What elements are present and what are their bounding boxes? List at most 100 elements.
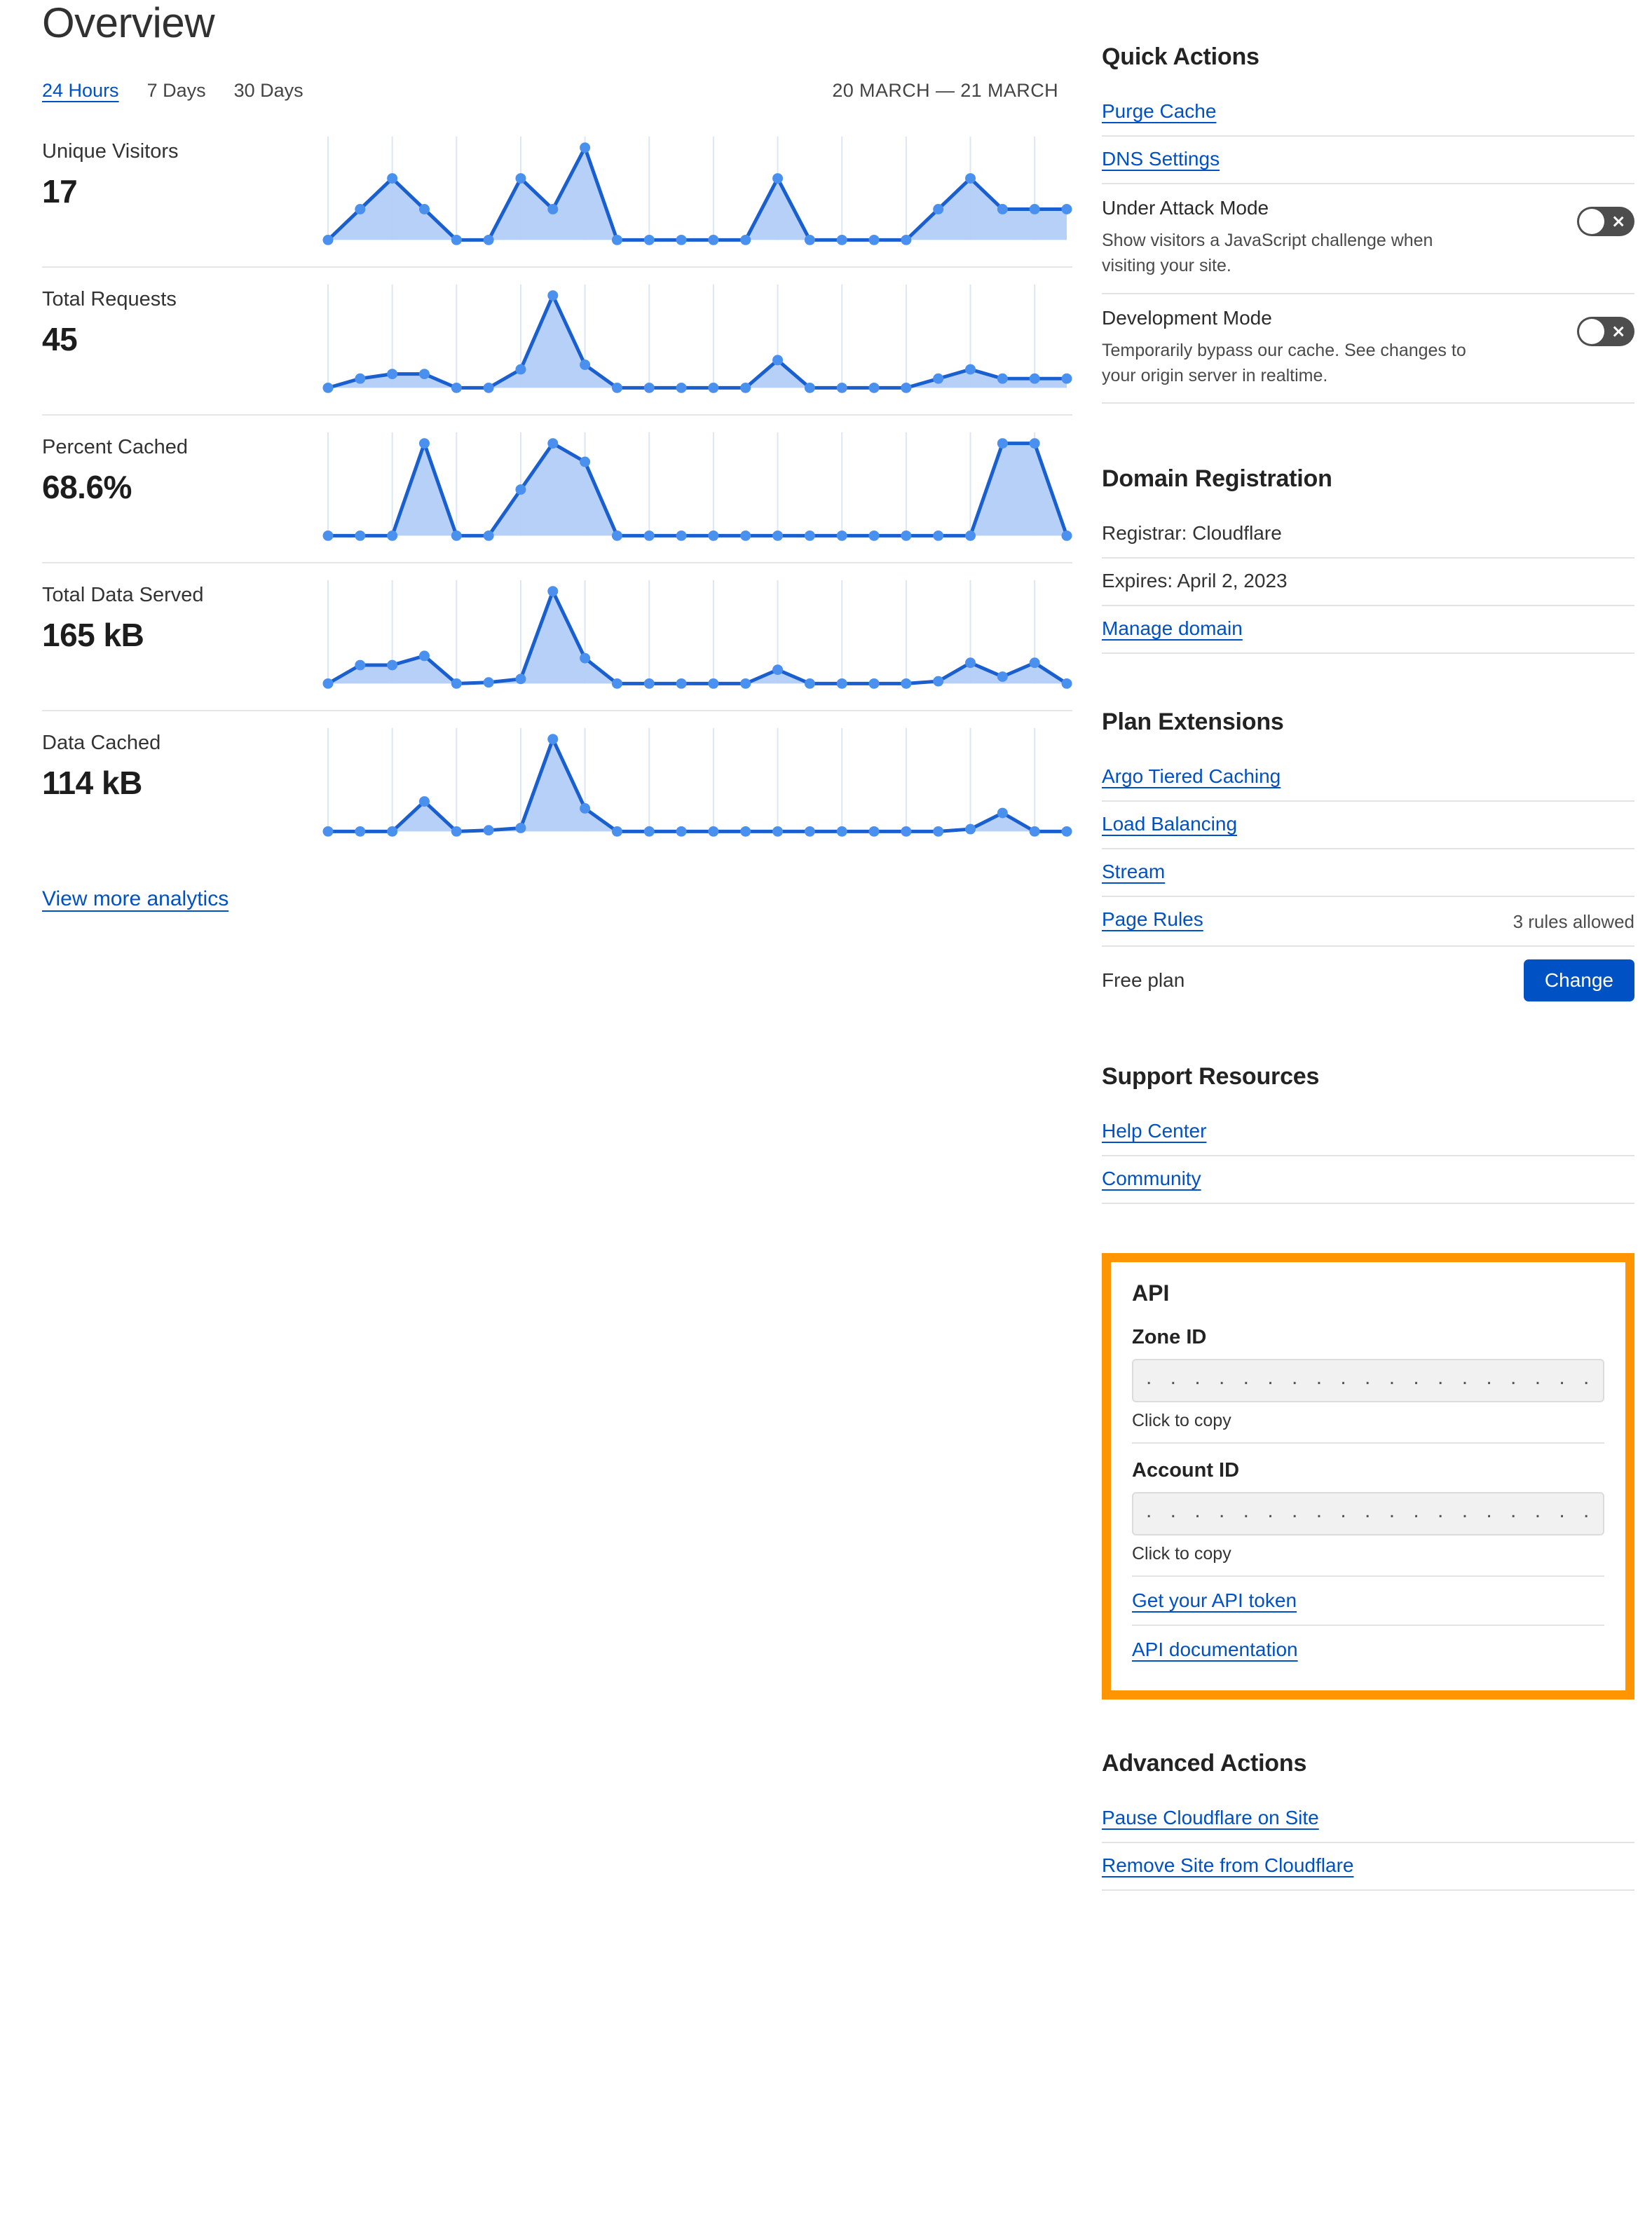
section-plan-extensions: Plan Extensions Argo Tiered Caching Load… <box>1102 709 1634 1008</box>
change-plan-button[interactable]: Change <box>1523 959 1634 1002</box>
purge-cache-link[interactable]: Purge Cache <box>1102 100 1217 122</box>
account-id-value: . . . . . . . . . . . . . . . . . . . . … <box>1146 1499 1603 1523</box>
quick-action-development-mode: Development Mode Temporarily bypass our … <box>1102 294 1634 404</box>
view-more-analytics-link[interactable]: View more analytics <box>42 887 229 910</box>
account-id-block: Account ID . . . . . . . . . . . . . . .… <box>1132 1444 1604 1564</box>
page-rules-link[interactable]: Page Rules <box>1102 908 1203 930</box>
page-title: Overview <box>42 0 215 46</box>
toggle-knob <box>1579 318 1604 344</box>
analytics-column: Overview 24 Hours 7 Days 30 Days 20 MARC… <box>0 0 1072 911</box>
zone-id-input[interactable]: . . . . . . . . . . . . . . . . . . . . … <box>1132 1359 1604 1403</box>
api-divider <box>1132 1575 1604 1578</box>
time-range-tabs: 24 Hours 7 Days 30 Days <box>42 80 303 102</box>
get-api-token-link[interactable]: Get your API token <box>1132 1589 1297 1612</box>
sidebar-column: Quick Actions Purge Cache DNS Settings U… <box>1102 0 1634 1892</box>
section-advanced-actions: Advanced Actions Pause Cloudflare on Sit… <box>1102 1750 1634 1892</box>
argo-tiered-caching-link[interactable]: Argo Tiered Caching <box>1102 765 1281 787</box>
domain-expires-row: Expires: April 2, 2023 <box>1102 559 1634 606</box>
metric-label: Total Requests <box>42 288 177 310</box>
plan-extension-page-rules[interactable]: Page Rules 3 rules allowed <box>1102 897 1634 947</box>
plan-extensions-heading: Plan Extensions <box>1102 709 1284 735</box>
api-documentation-link[interactable]: API documentation <box>1132 1639 1298 1661</box>
section-domain-registration: Domain Registration Registrar: Cloudflar… <box>1102 465 1634 654</box>
metric-value: 165 kB <box>42 616 144 653</box>
sparkline-data-cached <box>322 711 1072 859</box>
under-attack-mode-toggle[interactable] <box>1577 207 1634 236</box>
quick-actions-heading: Quick Actions <box>1102 43 1260 70</box>
metric-info: Percent Cached 68.6% <box>42 416 322 506</box>
metric-row-data-cached: Data Cached 114 kB <box>42 711 1072 859</box>
spacer <box>1102 404 1634 465</box>
support-help-center[interactable]: Help Center <box>1102 1109 1634 1157</box>
pause-cloudflare-link[interactable]: Pause Cloudflare on Site <box>1102 1807 1319 1829</box>
dns-settings-link[interactable]: DNS Settings <box>1102 148 1220 170</box>
stream-link[interactable]: Stream <box>1102 861 1166 882</box>
metric-row-unique-visitors: Unique Visitors 17 <box>42 120 1072 268</box>
metrics-list: Unique Visitors 17 Total Requests 45 <box>42 120 1072 859</box>
range-tab-24-hours[interactable]: 24 Hours <box>42 80 119 101</box>
zone-id-block: Zone ID . . . . . . . . . . . . . . . . … <box>1132 1326 1604 1431</box>
under-attack-mode-title: Under Attack Mode <box>1102 197 1269 219</box>
manage-domain-link[interactable]: Manage domain <box>1102 617 1243 639</box>
development-mode-text: Development Mode Temporarily bypass our … <box>1102 307 1466 389</box>
under-attack-mode-text: Under Attack Mode Show visitors a JavaSc… <box>1102 197 1466 279</box>
view-more-wrapper: View more analytics <box>42 887 1072 911</box>
range-tab-30-days[interactable]: 30 Days <box>233 80 303 101</box>
plan-extension-load-balancing[interactable]: Load Balancing <box>1102 802 1634 849</box>
api-token-row[interactable]: Get your API token <box>1132 1577 1604 1627</box>
range-tab-7-days[interactable]: 7 Days <box>146 80 206 101</box>
quick-action-dns-settings[interactable]: DNS Settings <box>1102 137 1634 184</box>
sparkline-percent-cached <box>322 416 1072 563</box>
plan-extension-argo-tiered-caching[interactable]: Argo Tiered Caching <box>1102 754 1634 802</box>
expires-value: Expires: April 2, 2023 <box>1102 570 1288 591</box>
metric-label: Data Cached <box>42 732 161 754</box>
account-id-input[interactable]: . . . . . . . . . . . . . . . . . . . . … <box>1132 1492 1604 1536</box>
date-range-label: 20 MARCH — 21 MARCH <box>832 80 1058 101</box>
support-resources-heading: Support Resources <box>1102 1063 1320 1090</box>
metric-label: Percent Cached <box>42 436 188 458</box>
metric-row-percent-cached: Percent Cached 68.6% <box>42 416 1072 563</box>
under-attack-mode-description: Show visitors a JavaScript challenge whe… <box>1102 231 1433 276</box>
metric-value: 45 <box>42 320 78 357</box>
metric-info: Total Data Served 165 kB <box>42 563 322 654</box>
manage-domain-row[interactable]: Manage domain <box>1102 606 1634 654</box>
development-mode-description: Temporarily bypass our cache. See change… <box>1102 340 1466 385</box>
metric-label: Unique Visitors <box>42 140 179 163</box>
metric-label: Total Data Served <box>42 584 204 606</box>
close-icon <box>1612 215 1625 228</box>
account-id-click-to-copy: Click to copy <box>1132 1544 1231 1564</box>
zone-id-label: Zone ID <box>1132 1326 1207 1349</box>
development-mode-title: Development Mode <box>1102 306 1272 329</box>
sparkline-total-requests <box>322 268 1072 416</box>
api-documentation-row[interactable]: API documentation <box>1132 1626 1604 1674</box>
time-range-bar: 24 Hours 7 Days 30 Days 20 MARCH — 21 MA… <box>42 80 1072 102</box>
development-mode-toggle[interactable] <box>1577 316 1634 346</box>
current-plan-label: Free plan <box>1102 969 1185 992</box>
toggle-knob <box>1579 209 1604 234</box>
advanced-actions-heading: Advanced Actions <box>1102 1750 1307 1777</box>
advanced-remove-site[interactable]: Remove Site from Cloudflare <box>1102 1843 1634 1892</box>
metric-info: Data Cached 114 kB <box>42 711 322 802</box>
section-api: API Zone ID . . . . . . . . . . . . . . … <box>1102 1253 1634 1700</box>
quick-action-purge-cache[interactable]: Purge Cache <box>1102 89 1634 137</box>
community-link[interactable]: Community <box>1102 1168 1201 1190</box>
spacer <box>1102 654 1634 709</box>
quick-action-under-attack-mode: Under Attack Mode Show visitors a JavaSc… <box>1102 184 1634 294</box>
plan-extension-stream[interactable]: Stream <box>1102 849 1634 897</box>
close-icon <box>1612 325 1625 338</box>
help-center-link[interactable]: Help Center <box>1102 1120 1207 1142</box>
registrar-value: Registrar: Cloudflare <box>1102 522 1282 544</box>
metric-value: 17 <box>42 172 78 210</box>
advanced-pause-cloudflare[interactable]: Pause Cloudflare on Site <box>1102 1795 1634 1844</box>
zone-id-value: . . . . . . . . . . . . . . . . . . . . … <box>1146 1366 1603 1390</box>
metric-value: 114 kB <box>42 764 142 801</box>
remove-site-link[interactable]: Remove Site from Cloudflare <box>1102 1854 1354 1877</box>
metric-row-total-requests: Total Requests 45 <box>42 268 1072 416</box>
section-quick-actions: Quick Actions Purge Cache DNS Settings U… <box>1102 43 1634 404</box>
load-balancing-link[interactable]: Load Balancing <box>1102 813 1238 835</box>
metric-value: 68.6% <box>42 468 132 505</box>
metric-info: Total Requests 45 <box>42 268 322 358</box>
api-divider <box>1132 1442 1604 1444</box>
support-community[interactable]: Community <box>1102 1156 1634 1205</box>
